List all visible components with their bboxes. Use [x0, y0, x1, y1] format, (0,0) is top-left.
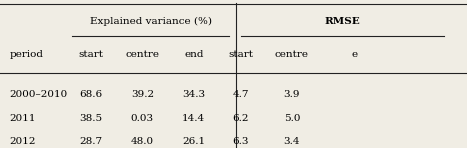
- Text: 6.3: 6.3: [232, 137, 249, 146]
- Text: 48.0: 48.0: [131, 137, 154, 146]
- Text: 3.4: 3.4: [283, 137, 300, 146]
- Text: 2011: 2011: [9, 114, 36, 123]
- Text: start: start: [78, 50, 104, 59]
- Text: 6.2: 6.2: [232, 114, 249, 123]
- Text: 14.4: 14.4: [182, 114, 205, 123]
- Text: 34.3: 34.3: [182, 90, 205, 99]
- Text: 2000–2010: 2000–2010: [9, 90, 68, 99]
- Text: 38.5: 38.5: [79, 114, 103, 123]
- Text: 26.1: 26.1: [182, 137, 205, 146]
- Text: 39.2: 39.2: [131, 90, 154, 99]
- Text: centre: centre: [275, 50, 309, 59]
- Text: period: period: [9, 50, 43, 59]
- Text: 68.6: 68.6: [79, 90, 103, 99]
- Text: Explained variance (%): Explained variance (%): [90, 17, 212, 26]
- Text: 3.9: 3.9: [283, 90, 300, 99]
- Text: start: start: [228, 50, 253, 59]
- Text: RMSE: RMSE: [324, 17, 360, 26]
- Text: 28.7: 28.7: [79, 137, 103, 146]
- Text: 5.0: 5.0: [283, 114, 300, 123]
- Text: e: e: [352, 50, 358, 59]
- Text: 2012: 2012: [9, 137, 36, 146]
- Text: 0.03: 0.03: [131, 114, 154, 123]
- Text: end: end: [184, 50, 204, 59]
- Text: centre: centre: [126, 50, 159, 59]
- Text: 4.7: 4.7: [232, 90, 249, 99]
